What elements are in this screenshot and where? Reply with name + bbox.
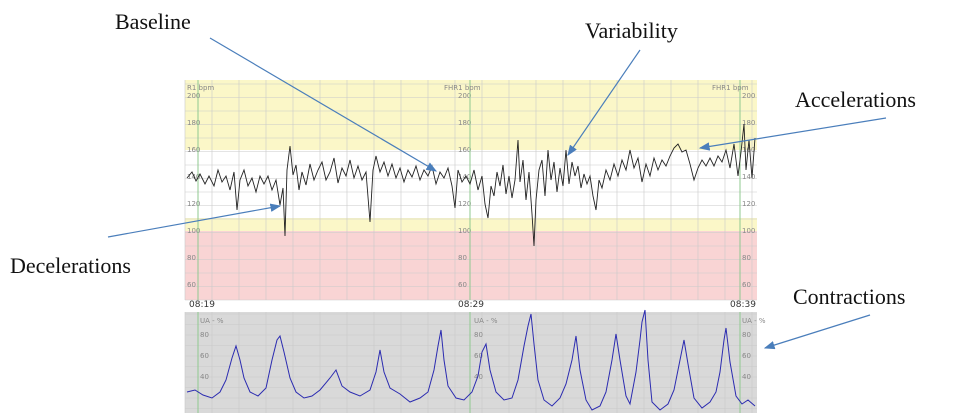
y-tick-label: 200 <box>458 92 471 100</box>
time-label: 08:19 <box>189 300 215 310</box>
y-tick-label: 160 <box>742 146 755 154</box>
annotation: Accelerations <box>795 87 916 112</box>
zone-red <box>185 231 757 300</box>
channel-label: R1 bpm <box>187 84 214 92</box>
y-tick-label: 60 <box>200 352 209 360</box>
time-label: 08:29 <box>458 300 484 310</box>
y-tick-label: 180 <box>187 119 200 127</box>
y-tick-label: 80 <box>200 331 209 339</box>
ua-trace <box>186 309 756 411</box>
y-tick-label: 180 <box>742 119 755 127</box>
arrow <box>209 37 438 172</box>
y-tick-label: 60 <box>742 352 751 360</box>
annotation: Variability <box>585 18 678 43</box>
zone-yellow-high <box>185 80 757 150</box>
y-tick-label: 160 <box>187 146 200 154</box>
y-tick-label: 80 <box>742 331 751 339</box>
y-tick-label: 40 <box>200 373 209 381</box>
annotation: Contractions <box>793 284 905 309</box>
y-tick-label: 120 <box>187 200 200 208</box>
y-tick-label: 60 <box>742 281 751 289</box>
y-tick-label: 160 <box>458 146 471 154</box>
arrow <box>698 117 887 151</box>
y-tick-label: 120 <box>458 200 471 208</box>
y-tick-label: 140 <box>187 173 200 181</box>
channel-label: FHR1 bpm <box>444 84 481 92</box>
y-tick-label: 140 <box>458 173 471 181</box>
y-tick-label: 100 <box>458 227 471 235</box>
zone-yellow-low <box>185 218 757 231</box>
y-tick-label: 60 <box>187 281 196 289</box>
ua-panel <box>185 312 757 413</box>
y-tick-label: 100 <box>742 227 755 235</box>
y-tick-label: 200 <box>742 92 755 100</box>
y-tick-label: 60 <box>458 281 467 289</box>
channel-label: UA - % <box>200 317 224 325</box>
annotation: Baseline <box>115 9 191 34</box>
y-tick-label: 180 <box>458 119 471 127</box>
y-tick-label: 80 <box>742 254 751 262</box>
y-tick-label: 40 <box>742 373 751 381</box>
y-tick-label: 120 <box>742 200 755 208</box>
y-tick-label: 80 <box>187 254 196 262</box>
annotation: Decelerations <box>10 253 131 278</box>
arrow <box>567 49 641 156</box>
fhr-grid: 200 200 200 180 180 180 160 160 160 140 140 140 120 1… <box>184 80 757 301</box>
fhr-trace <box>186 123 756 247</box>
channel-label: UA - % <box>474 317 498 325</box>
y-tick-label: 80 <box>458 254 467 262</box>
y-tick-label: 200 <box>187 92 200 100</box>
channel-label: FHR1 bpm <box>712 84 749 92</box>
y-tick-label: 100 <box>187 227 200 235</box>
arrow <box>763 314 871 350</box>
time-label: 08:39 <box>730 300 756 310</box>
channel-label: UA - % <box>742 317 766 325</box>
y-tick-label: 140 <box>742 173 755 181</box>
arrow <box>107 203 282 238</box>
y-tick-label: 80 <box>474 331 483 339</box>
y-tick-label: 40 <box>474 373 483 381</box>
y-tick-label: 60 <box>474 352 483 360</box>
